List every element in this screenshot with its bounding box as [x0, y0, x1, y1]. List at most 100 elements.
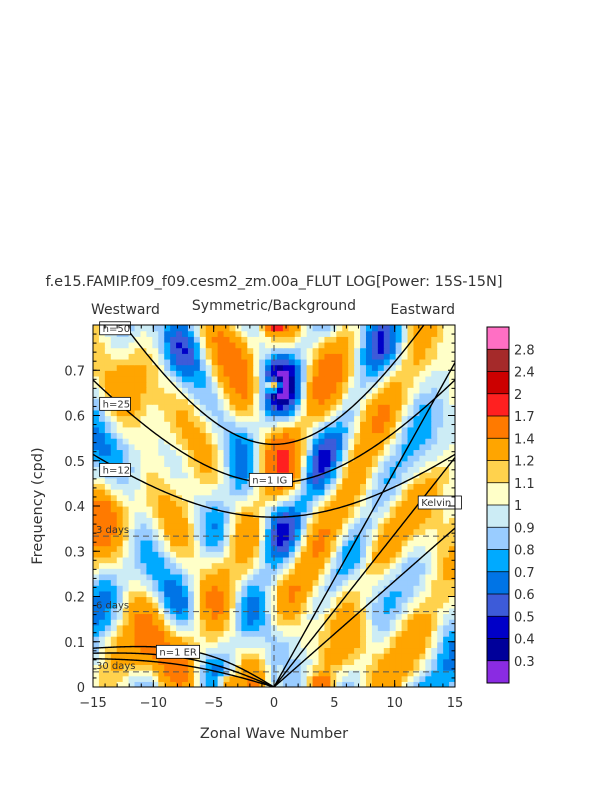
- power-cell: [140, 500, 148, 507]
- power-cell: [229, 432, 237, 439]
- power-cell: [104, 568, 112, 575]
- power-cell: [193, 381, 201, 388]
- power-cell: [193, 477, 201, 484]
- power-cell: [360, 624, 367, 632]
- power-cell: [419, 409, 426, 417]
- power-cell: [146, 556, 153, 564]
- power-cell: [271, 658, 278, 665]
- power-cell: [389, 590, 397, 598]
- power-cell: [449, 573, 455, 581]
- power-cell: [211, 421, 219, 428]
- power-cell: [425, 534, 432, 541]
- power-cell: [128, 528, 136, 535]
- power-cell: [93, 579, 100, 586]
- power-cell: [259, 607, 266, 615]
- power-cell: [348, 466, 355, 473]
- power-cell: [431, 590, 438, 598]
- power-cell: [419, 522, 426, 530]
- power-cell: [253, 404, 260, 411]
- power-cell: [146, 494, 153, 501]
- power-cell: [229, 647, 237, 654]
- power-cell: [342, 630, 349, 637]
- power-cell: [348, 472, 355, 479]
- power-cell: [365, 353, 373, 360]
- power-cell: [276, 353, 284, 360]
- power-cell: [443, 551, 450, 558]
- power-cell: [122, 556, 130, 564]
- power-cell: [377, 658, 385, 665]
- power-cell: [419, 681, 426, 687]
- power-cell: [336, 534, 343, 541]
- power-cell: [330, 325, 337, 332]
- power-cell: [229, 506, 237, 513]
- power-cell: [122, 426, 130, 434]
- power-cell: [187, 341, 195, 349]
- power-cell: [401, 658, 409, 665]
- power-cell: [336, 330, 343, 337]
- power-cell: [247, 579, 254, 586]
- power-cell: [104, 658, 112, 665]
- power-cell: [241, 551, 248, 558]
- power-cell: [223, 585, 231, 592]
- power-cell: [93, 613, 100, 620]
- power-cell: [187, 472, 195, 479]
- power-cell: [229, 330, 237, 337]
- power-cell: [193, 534, 201, 541]
- power-cell: [164, 545, 171, 552]
- power-cell: [300, 607, 308, 615]
- power-cell: [282, 675, 290, 682]
- power-cell: [401, 539, 409, 547]
- power-cell: [152, 404, 159, 411]
- power-cell: [217, 528, 225, 535]
- power-cell: [122, 500, 130, 507]
- power-cell: [288, 607, 296, 615]
- power-cell: [318, 619, 326, 626]
- power-cell: [104, 551, 112, 558]
- power-cell: [158, 432, 165, 439]
- power-cell: [253, 443, 260, 451]
- power-cell: [253, 664, 260, 671]
- power-cell: [443, 330, 450, 337]
- power-cell: [253, 596, 260, 603]
- power-cell: [205, 596, 213, 603]
- power-cell: [318, 624, 326, 632]
- power-cell: [371, 539, 379, 547]
- power-cell: [128, 568, 136, 575]
- power-cell: [300, 522, 308, 530]
- power-cell: [336, 375, 343, 383]
- power-cell: [128, 636, 136, 643]
- power-cell: [140, 375, 148, 383]
- power-cell: [407, 596, 415, 603]
- power-cell: [342, 325, 349, 332]
- power-cell: [312, 641, 320, 649]
- power-cell: [318, 466, 326, 473]
- power-cell: [330, 443, 337, 451]
- power-cell: [425, 653, 432, 660]
- power-cell: [371, 528, 379, 535]
- power-cell: [205, 670, 213, 677]
- power-cell: [288, 381, 296, 388]
- power-cell: [193, 426, 201, 434]
- power-cell: [199, 517, 207, 524]
- power-cell: [223, 590, 231, 598]
- power-cell: [235, 596, 242, 603]
- x-tick-label: −10: [140, 696, 167, 711]
- power-cell: [342, 590, 349, 598]
- power-cell: [336, 517, 343, 524]
- power-cell: [122, 353, 130, 360]
- power-cell: [158, 539, 165, 547]
- power-cell: [193, 528, 201, 535]
- power-cell: [176, 375, 183, 383]
- power-cell: [152, 647, 159, 654]
- power-cell: [354, 392, 361, 400]
- power-cell: [253, 511, 260, 518]
- power-cell: [229, 455, 237, 462]
- power-cell: [217, 664, 225, 671]
- power-cell: [259, 358, 266, 366]
- power-cell: [253, 624, 260, 632]
- power-cell: [282, 653, 290, 660]
- power-cell: [383, 455, 391, 462]
- power-cell: [318, 556, 326, 564]
- power-cell: [235, 500, 242, 507]
- power-cell: [336, 455, 343, 462]
